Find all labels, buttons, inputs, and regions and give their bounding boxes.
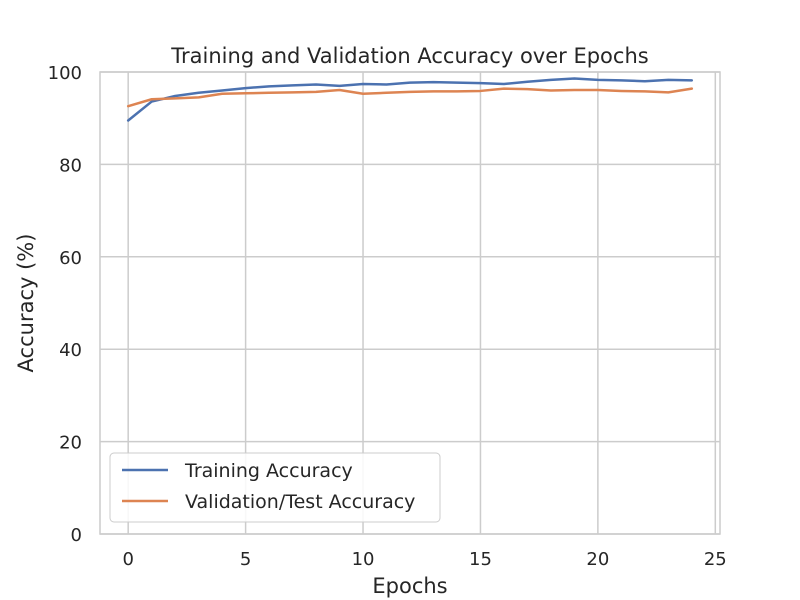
y-axis-label: Accuracy (%) bbox=[14, 234, 38, 373]
x-tick-label: 25 bbox=[704, 549, 727, 570]
x-axis-label: Epochs bbox=[372, 574, 447, 598]
x-tick-label: 15 bbox=[469, 549, 492, 570]
legend-label-training: Training Accuracy bbox=[184, 460, 353, 482]
x-axis-ticks: 0 5 10 15 20 25 bbox=[122, 549, 726, 570]
y-tick-label: 40 bbox=[59, 340, 82, 361]
legend: Training Accuracy Validation/Test Accura… bbox=[109, 452, 441, 523]
validation-accuracy-line bbox=[126, 87, 694, 108]
x-tick-label: 20 bbox=[586, 549, 609, 570]
training-accuracy-line bbox=[126, 77, 694, 122]
series-lines bbox=[126, 77, 694, 122]
y-axis-ticks: 0 20 40 60 80 100 bbox=[48, 63, 82, 546]
x-tick-label: 10 bbox=[352, 549, 375, 570]
y-tick-label: 0 bbox=[71, 525, 82, 546]
y-tick-label: 60 bbox=[59, 248, 82, 269]
legend-label-validation: Validation/Test Accuracy bbox=[185, 491, 415, 513]
legend-box bbox=[109, 452, 441, 523]
plot-frame bbox=[99, 71, 721, 535]
y-tick-label: 100 bbox=[48, 63, 82, 84]
x-tick-label: 5 bbox=[240, 549, 251, 570]
y-tick-label: 20 bbox=[59, 433, 82, 454]
x-tick-label: 0 bbox=[122, 549, 133, 570]
y-tick-label: 80 bbox=[59, 155, 82, 176]
chart-title: Training and Validation Accuracy over Ep… bbox=[170, 44, 648, 68]
